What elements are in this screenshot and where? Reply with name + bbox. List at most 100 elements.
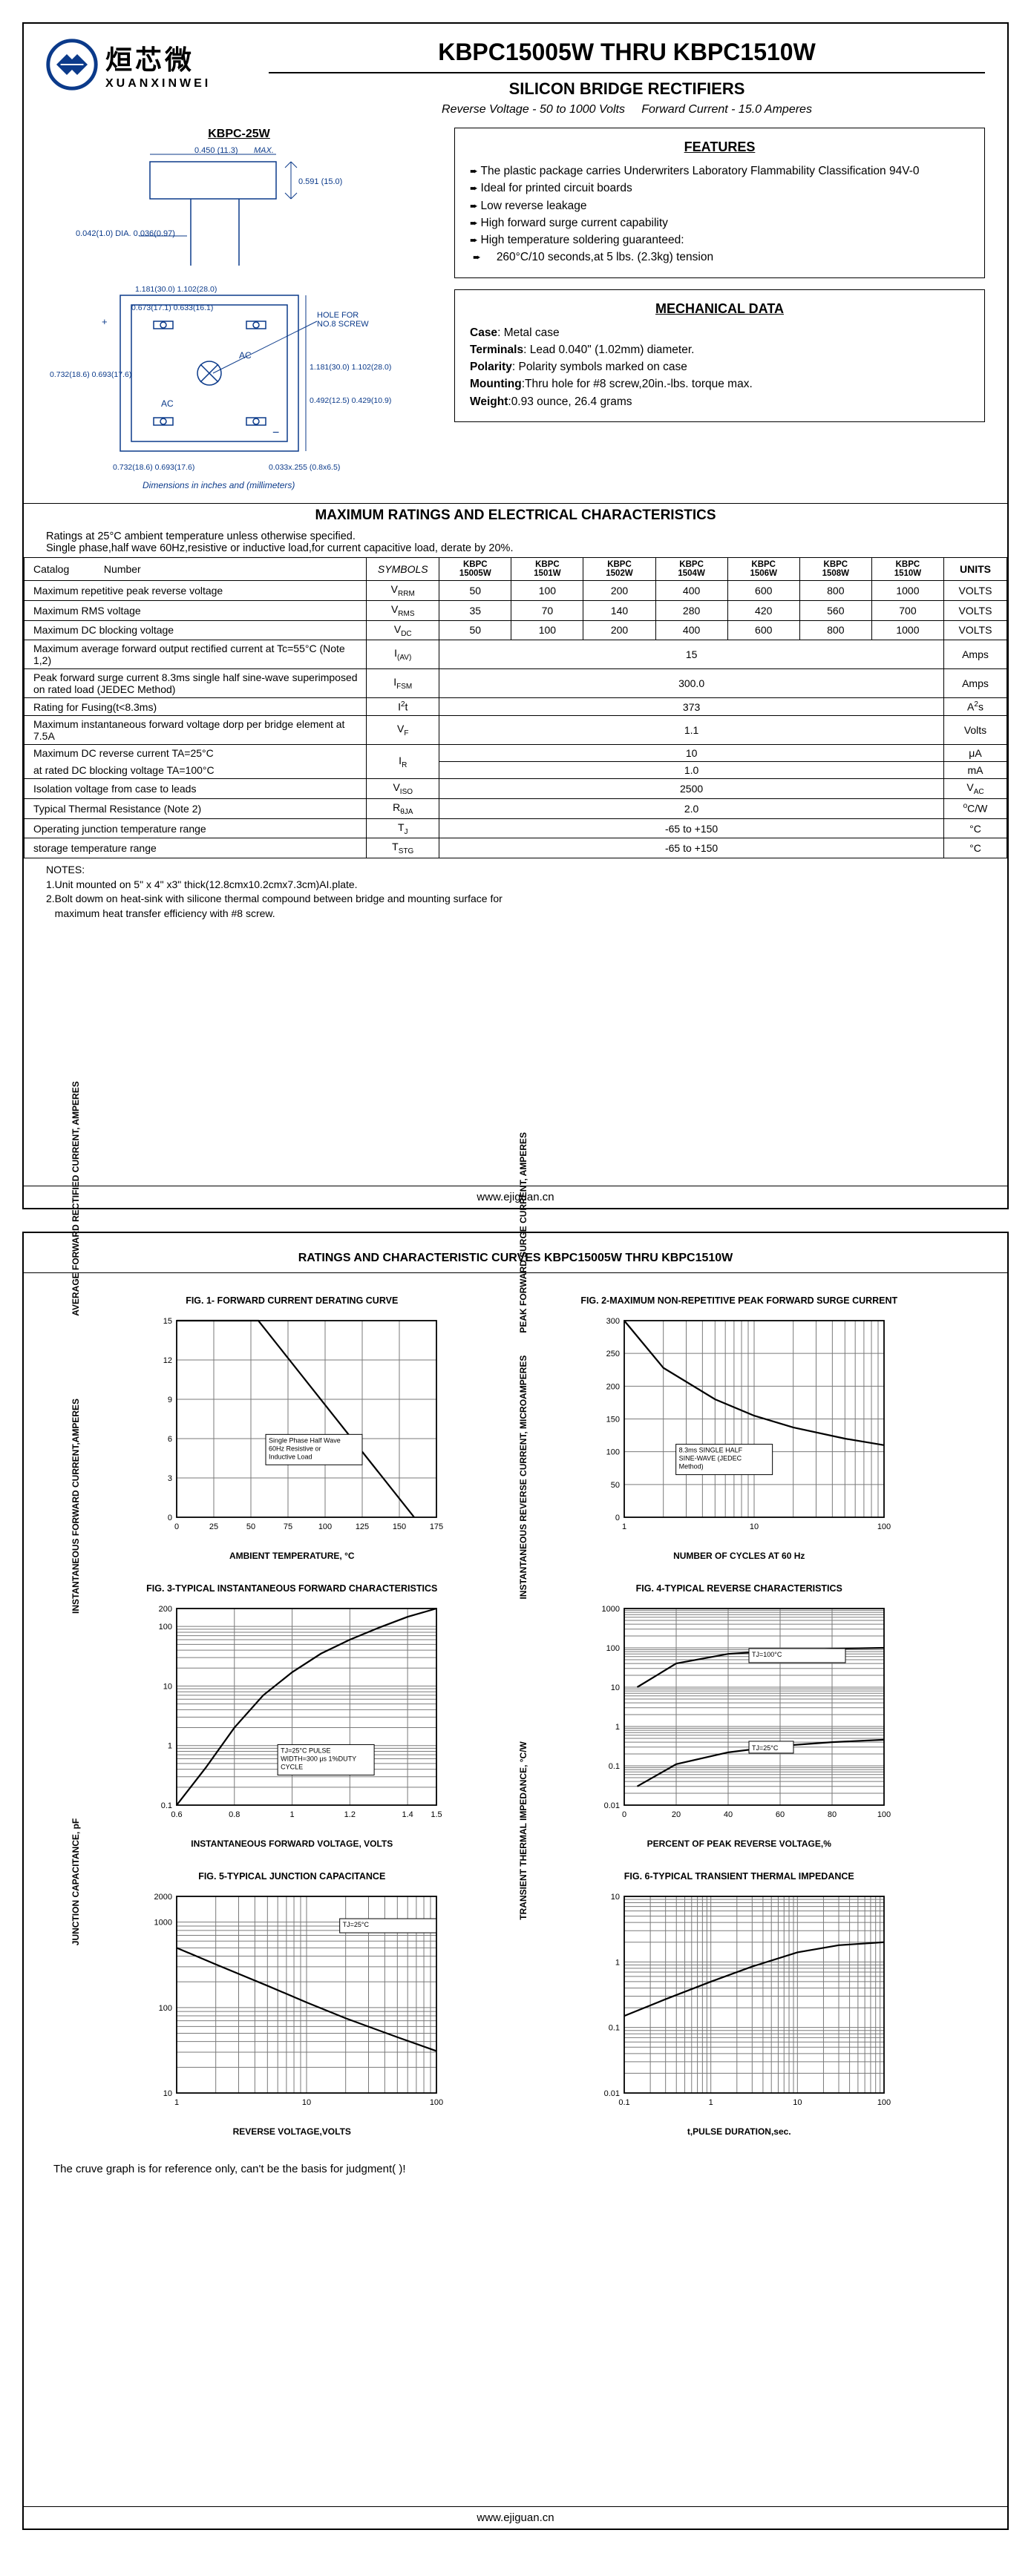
svg-text:Single Phase Half Wave: Single Phase Half Wave [269, 1436, 341, 1444]
svg-text:175: 175 [430, 1522, 443, 1531]
svg-text:10: 10 [793, 2098, 802, 2107]
header: 烜芯微 XUANXINWEI KBPC15005W THRU KBPC1510W… [24, 24, 1007, 120]
svg-text:25: 25 [209, 1522, 218, 1531]
chart-xlabel: NUMBER OF CYCLES AT 60 Hz [538, 1551, 941, 1561]
svg-text:100: 100 [606, 1448, 619, 1457]
notes-2: 2.Bolt dowm on heat-sink with silicone t… [46, 893, 503, 904]
svg-text:TJ=100°C: TJ=100°C [752, 1651, 782, 1658]
sym-plus: + [102, 316, 108, 327]
mech-polarity: Polarity symbols marked on case [518, 361, 687, 373]
subnote: Reverse Voltage - 50 to 1000 Volts Forwa… [269, 103, 985, 116]
svg-text:9: 9 [168, 1396, 172, 1404]
logo: 烜芯微 XUANXINWEI [46, 39, 269, 91]
svg-text:200: 200 [606, 1382, 619, 1391]
svg-text:0.1: 0.1 [608, 2024, 619, 2033]
dim-caption: Dimensions in inches and (millimeters) [143, 480, 295, 490]
charts-grid: FIG. 1- FORWARD CURRENT DERATING CURVEAV… [24, 1288, 1007, 2152]
svg-text:TJ=25°C: TJ=25°C [343, 1921, 370, 1928]
svg-text:1: 1 [174, 2098, 179, 2107]
sym-ac2: AC [161, 398, 174, 409]
footer: www.ejiguan.cn [24, 1186, 1007, 1208]
svg-text:60: 60 [776, 1810, 785, 1819]
svg-text:1: 1 [168, 1742, 172, 1751]
svg-text:100: 100 [877, 1522, 891, 1531]
features-title: FEATURES [470, 139, 969, 155]
svg-text:12: 12 [163, 1356, 172, 1365]
chart-ylabel: AVERAGE FORWARD RECTIFIED CURRENT, AMPER… [71, 1081, 81, 1315]
note-left: Reverse Voltage - 50 to 1000 Volts [442, 103, 625, 116]
mech-mounting: Thru hole for #8 screw,20in.-lbs. torque… [525, 378, 753, 390]
footer-url2: www.ejiguan.cn [477, 2511, 554, 2524]
chart: FIG. 1- FORWARD CURRENT DERATING CURVEAV… [91, 1295, 494, 1561]
svg-text:3: 3 [168, 1474, 172, 1483]
mid-section: KBPC-25W 0.450 (11.3) [24, 120, 1007, 503]
ratings-table: Catalog NumberSYMBOLSKBPC15005WKBPC1501W… [24, 557, 1007, 858]
svg-text:300: 300 [606, 1317, 619, 1326]
note-right: Forward Current - 15.0 Amperes [641, 103, 812, 116]
dim-sq-off: 0.492(12.5) 0.429(10.9) [310, 396, 391, 405]
svg-text:100: 100 [877, 2098, 891, 2107]
chart-ylabel: PEAK FORWARD SURGE CURRENT, AMPERES [518, 1132, 528, 1333]
svg-text:1000: 1000 [154, 1919, 172, 1928]
chart-ylabel: INSTANTANEOUS FORWARD CURRENT,AMPERES [71, 1399, 81, 1614]
feature-item: High temperature soldering guaranteed: [470, 231, 969, 249]
svg-text:10: 10 [750, 1522, 759, 1531]
dim-sq-off2: 0.732(18.6) 0.693(17.6) [50, 370, 131, 379]
dim-sq-outer: 1.181(30.0) 1.102(28.0) [135, 285, 217, 294]
chart-xlabel: t,PULSE DURATION,sec. [538, 2126, 941, 2137]
svg-text:100: 100 [606, 1644, 619, 1653]
svg-text:0: 0 [174, 1522, 179, 1531]
mech-weight: 0.93 ounce, 26.4 grams [511, 395, 632, 408]
sym-minus: − [272, 427, 279, 439]
ratings-note2: Single phase,half wave 60Hz,resistive or… [46, 542, 513, 554]
mech-terminals: Lead 0.040" (1.02mm) diameter. [530, 344, 695, 356]
dim-sq-inner: 0.673(17.1) 0.633(16.1) [131, 303, 213, 312]
svg-text:50: 50 [611, 1481, 620, 1490]
svg-text:SINE-WAVE (JEDEC: SINE-WAVE (JEDEC [678, 1455, 742, 1462]
subtitle: SILICON BRIDGE RECTIFIERS [269, 79, 985, 99]
svg-text:8.3ms SINGLE HALF: 8.3ms SINGLE HALF [678, 1447, 742, 1454]
chart-ylabel: TRANSIENT THERMAL IMPEDANCE, °C/W [518, 1741, 528, 1920]
chart-xlabel: AMBIENT TEMPERATURE, °C [91, 1551, 494, 1561]
mech-box: MECHANICAL DATA Case: Metal case Termina… [454, 289, 985, 422]
svg-text:10: 10 [611, 1683, 620, 1692]
svg-text:1: 1 [615, 1958, 620, 1967]
feature-item: Low reverse leakage [470, 197, 969, 214]
svg-text:1: 1 [290, 1810, 295, 1819]
svg-text:CYCLE: CYCLE [281, 1763, 303, 1770]
mech-title: MECHANICAL DATA [470, 301, 969, 317]
svg-text:10: 10 [611, 1893, 620, 1902]
svg-text:10: 10 [163, 2089, 172, 2098]
svg-text:125: 125 [356, 1522, 369, 1531]
chart: FIG. 2-MAXIMUM NON-REPETITIVE PEAK FORWA… [538, 1295, 941, 1561]
svg-text:1.2: 1.2 [344, 1810, 356, 1819]
dim-sq-h: 1.181(30.0) 1.102(28.0) [310, 363, 391, 372]
svg-text:WIDTH=300 μs 1%DUTY: WIDTH=300 μs 1%DUTY [281, 1755, 356, 1762]
chart: FIG. 4-TYPICAL REVERSE CHARACTERISTICSIN… [538, 1583, 941, 1849]
dim-max: MAX. [254, 147, 274, 155]
chart-title: FIG. 5-TYPICAL JUNCTION CAPACITANCE [91, 1871, 494, 1882]
mech-case: Metal case [504, 326, 560, 339]
svg-text:1: 1 [622, 1522, 626, 1531]
svg-text:50: 50 [246, 1522, 255, 1531]
features-box: FEATURES The plastic package carries Und… [454, 128, 985, 278]
svg-text:250: 250 [606, 1350, 619, 1358]
svg-text:0.8: 0.8 [229, 1810, 240, 1819]
dim-lead-pitch2: 0.033x.255 (0.8x6.5) [269, 463, 340, 472]
feature-item: ➨ 260°C/10 seconds,at 5 lbs. (2.3kg) ten… [470, 249, 969, 266]
notes-title: NOTES: [46, 864, 85, 875]
chart-ylabel: JUNCTION CAPACITANCE, pF [71, 1818, 81, 1946]
svg-text:TJ=25°C PULSE: TJ=25°C PULSE [281, 1747, 330, 1754]
svg-text:100: 100 [318, 1522, 332, 1531]
notes-1: 1.Unit mounted on 5" x 4" x3" thick(12.8… [46, 878, 358, 890]
svg-text:150: 150 [606, 1416, 619, 1425]
svg-text:200: 200 [159, 1605, 172, 1614]
curves-title: RATINGS AND CHARACTERISTIC CURVES KBPC15… [24, 1233, 1007, 1272]
svg-text:0: 0 [168, 1514, 172, 1522]
svg-text:1.5: 1.5 [431, 1810, 442, 1819]
title-main: KBPC15005W THRU KBPC1510W [269, 39, 985, 66]
logo-en: XUANXINWEI [105, 77, 211, 91]
package-diagram: 0.450 (11.3) MAX. 0.591 (15.0) 0.042(1.0… [46, 147, 432, 496]
svg-text:0: 0 [615, 1514, 620, 1522]
svg-text:80: 80 [828, 1810, 837, 1819]
